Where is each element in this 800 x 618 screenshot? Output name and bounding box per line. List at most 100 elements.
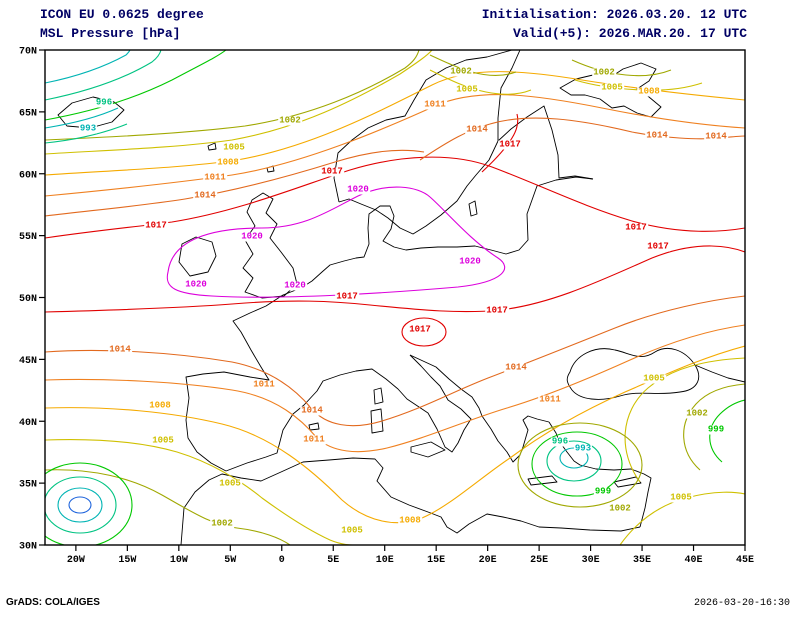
- contour-label-996: 996: [550, 436, 570, 447]
- coastline: [410, 441, 446, 458]
- lat-tick-label: 40N: [19, 418, 37, 429]
- contour-label-1011: 1011: [538, 394, 562, 405]
- lon-tick-label: 30E: [582, 555, 600, 566]
- coastline: [527, 475, 558, 486]
- contour-label-1020: 1020: [458, 256, 482, 267]
- contour-label-1005: 1005: [151, 435, 175, 446]
- contour-label-1014: 1014: [465, 124, 489, 135]
- lon-tick-label: 5E: [327, 555, 339, 566]
- contour-label-1002: 1002: [210, 518, 234, 529]
- isobar-1017: [401, 317, 447, 347]
- contour-label-999: 999: [706, 424, 726, 435]
- lat-tick-label: 45N: [19, 356, 37, 367]
- isobar-996: [45, 123, 128, 144]
- contour-label-1020: 1020: [346, 184, 370, 195]
- isobar-1008: [45, 71, 745, 176]
- contour-label-1002: 1002: [278, 115, 302, 126]
- contour-label-1014: 1014: [193, 190, 217, 201]
- isobar-1017: [481, 113, 519, 173]
- contour-label-1002: 1002: [608, 503, 632, 514]
- coastline: [333, 50, 513, 203]
- coastline: [300, 176, 594, 289]
- coastline: [308, 422, 320, 431]
- contour-label-1017: 1017: [498, 139, 522, 150]
- isobar-1002: [45, 50, 420, 141]
- isobar-1002: [571, 59, 672, 77]
- lat-tick-label: 35N: [19, 480, 37, 491]
- contour-label-1020: 1020: [184, 279, 208, 290]
- lat-tick-label: 65N: [19, 108, 37, 119]
- contour-label-1017: 1017: [320, 166, 344, 177]
- isobar-999: [45, 462, 133, 545]
- lon-tick-label: 5W: [224, 555, 236, 566]
- coastline: [497, 105, 594, 180]
- header-right: Initialisation: 2026.03.20. 12 UTC Valid…: [482, 5, 747, 43]
- isobar-1014: [45, 149, 425, 217]
- contour-label-1014: 1014: [300, 405, 324, 416]
- contour-label-1002: 1002: [449, 66, 473, 77]
- contour-label-1011: 1011: [302, 434, 326, 445]
- coastline: [338, 50, 521, 235]
- isobar-990: [68, 496, 92, 514]
- lon-tick-label: 20E: [479, 555, 497, 566]
- lon-tick-label: 35E: [633, 555, 651, 566]
- contour-label-1017: 1017: [335, 291, 359, 302]
- model-title: ICON EU 0.0625 degree: [40, 7, 204, 22]
- contour-label-1005: 1005: [455, 84, 479, 95]
- lat-tick-label: 60N: [19, 170, 37, 181]
- lat-tick-label: 55N: [19, 232, 37, 243]
- coastlines-layer: [57, 50, 745, 545]
- coastline: [57, 96, 125, 129]
- contour-label-993: 993: [573, 443, 593, 454]
- contour-label-1017: 1017: [144, 220, 168, 231]
- coastline: [178, 236, 217, 277]
- contour-label-1008: 1008: [216, 157, 240, 168]
- coastline: [613, 476, 642, 488]
- contour-label-1011: 1011: [423, 99, 447, 110]
- isobar-996: [45, 476, 117, 534]
- contour-label-1008: 1008: [398, 515, 422, 526]
- header-left: ICON EU 0.0625 degree MSL Pressure [hPa]: [40, 5, 204, 43]
- contour-label-1002: 1002: [685, 408, 709, 419]
- contour-label-1020: 1020: [283, 280, 307, 291]
- field-title: MSL Pressure [hPa]: [40, 26, 181, 41]
- coastline: [207, 142, 217, 151]
- creation-timestamp: 2026-03-20-16:30: [693, 598, 790, 609]
- coastline: [566, 348, 700, 400]
- isobar-1005: [429, 69, 532, 95]
- contour-label-1017: 1017: [624, 222, 648, 233]
- contour-label-1005: 1005: [642, 373, 666, 384]
- contour-label-1014: 1014: [108, 344, 132, 355]
- lon-tick-label: 0: [279, 555, 285, 566]
- isobars-layer: [45, 50, 745, 545]
- isobar-1011: [45, 324, 745, 453]
- contour-label-1014: 1014: [504, 362, 528, 373]
- init-time: Initialisation: 2026.03.20. 12 UTC: [481, 7, 747, 22]
- coastline: [225, 354, 472, 472]
- valid-time: Valid(+5): 2026.MAR.20. 17 UTC: [512, 26, 747, 41]
- coastline: [373, 387, 384, 405]
- isobar-996: [45, 50, 162, 101]
- contour-label-1011: 1011: [252, 379, 276, 390]
- contour-label-999: 999: [593, 486, 613, 497]
- isobar-993: [45, 107, 119, 129]
- coastline: [694, 364, 745, 383]
- lon-tick-label: 40E: [685, 555, 703, 566]
- isobar-1017: [45, 245, 745, 313]
- lon-tick-label: 10W: [170, 555, 188, 566]
- isobar-1005: [624, 357, 745, 483]
- contour-label-1017: 1017: [646, 241, 670, 252]
- contour-label-1005: 1005: [669, 492, 693, 503]
- contour-label-1014: 1014: [645, 130, 669, 141]
- isobar-1005: [45, 50, 433, 155]
- isobar-1002: [683, 383, 745, 471]
- isobar-1008: [45, 345, 745, 524]
- isobar-1002: [517, 422, 643, 508]
- lon-tick-label: 10E: [376, 555, 394, 566]
- lat-tick-label: 50N: [19, 294, 37, 305]
- contour-label-1014: 1014: [704, 131, 728, 142]
- contour-label-1011: 1011: [203, 172, 227, 183]
